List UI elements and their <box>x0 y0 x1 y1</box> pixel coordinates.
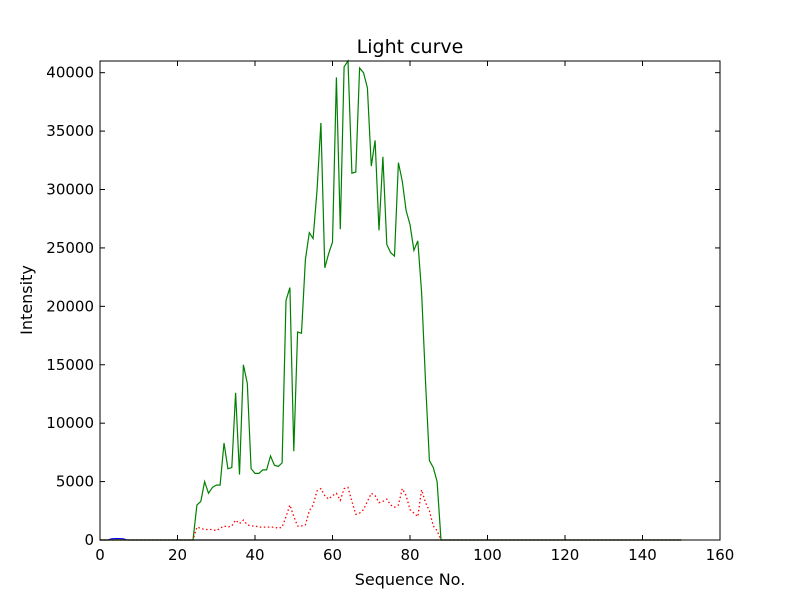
x-tick-label-120: 120 <box>551 546 580 564</box>
y-tick-label-20000: 20000 <box>46 297 94 315</box>
y-tick-label-5000: 5000 <box>56 473 94 491</box>
x-tick-label-20: 20 <box>168 546 187 564</box>
x-axis-title: Sequence No. <box>355 570 466 589</box>
x-tick-label-160: 160 <box>706 546 735 564</box>
y-axis-ticks: 0 5000 10000 15000 20000 25000 30000 35000 40000 <box>46 64 720 549</box>
series-line-2 <box>100 486 682 541</box>
y-tick-label-30000: 30000 <box>46 181 94 199</box>
x-tick-label-0: 0 <box>95 546 105 564</box>
x-tick-label-140: 140 <box>628 546 657 564</box>
y-tick-label-35000: 35000 <box>46 122 94 140</box>
x-tick-label-100: 100 <box>473 546 502 564</box>
plot-frame <box>99 60 721 541</box>
y-tick-label-0: 0 <box>84 531 94 549</box>
x-tick-label-40: 40 <box>245 546 264 564</box>
chart-title: Light curve <box>357 36 464 58</box>
y-tick-label-10000: 10000 <box>46 414 94 432</box>
y-tick-label-25000: 25000 <box>46 239 94 257</box>
x-axis-ticks: 0 20 40 60 80 100 120 140 160 <box>95 61 734 564</box>
y-axis-title: Intensity <box>17 265 36 335</box>
y-tick-label-15000: 15000 <box>46 356 94 374</box>
x-tick-label-80: 80 <box>400 546 419 564</box>
y-tick-label-40000: 40000 <box>46 64 94 82</box>
x-tick-label-60: 60 <box>323 546 342 564</box>
